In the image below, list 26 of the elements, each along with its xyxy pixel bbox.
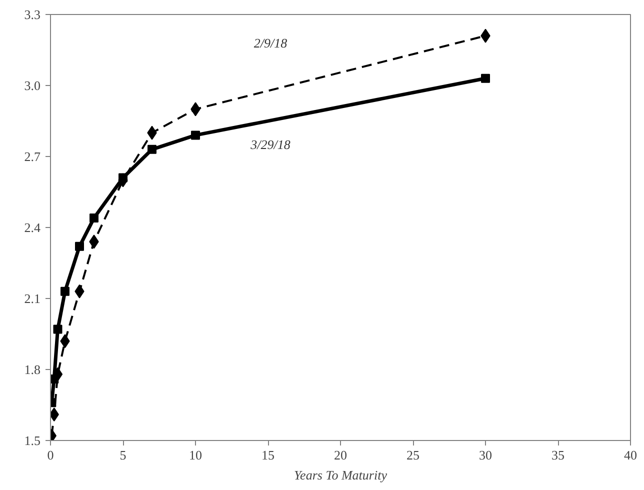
point bbox=[90, 214, 98, 223]
x-tick-label: 20 bbox=[334, 448, 347, 462]
point bbox=[148, 144, 156, 154]
x-tick-label: 25 bbox=[406, 448, 420, 462]
y-tick-label: 1.5 bbox=[24, 433, 40, 448]
x-tick-label: 5 bbox=[120, 448, 126, 462]
x-tick-label: 15 bbox=[262, 448, 274, 462]
x-tick-label: 0 bbox=[47, 448, 54, 462]
x-tick-label: 10 bbox=[189, 448, 202, 462]
point bbox=[75, 242, 84, 251]
point bbox=[481, 74, 490, 83]
x-tick-label: 35 bbox=[552, 448, 564, 462]
point bbox=[191, 130, 200, 140]
y-tick-label: 3.0 bbox=[24, 78, 40, 93]
x-tick-label: 30 bbox=[479, 448, 492, 462]
y-tick-label: 2.4 bbox=[24, 220, 41, 235]
text: 2/9/18 bbox=[254, 35, 288, 50]
y-tick-label: 1.8 bbox=[24, 362, 40, 377]
y-tick-label: 2.7 bbox=[24, 149, 41, 164]
y-tick-label: 2.1 bbox=[24, 291, 40, 306]
x-axis-title: Years To Maturity bbox=[294, 468, 388, 482]
series-label: 3/29/18 bbox=[250, 136, 291, 152]
point bbox=[53, 324, 62, 334]
point bbox=[60, 286, 70, 296]
y-tick-label: 3.3 bbox=[24, 7, 40, 22]
x-tick-label: 40 bbox=[624, 448, 637, 462]
